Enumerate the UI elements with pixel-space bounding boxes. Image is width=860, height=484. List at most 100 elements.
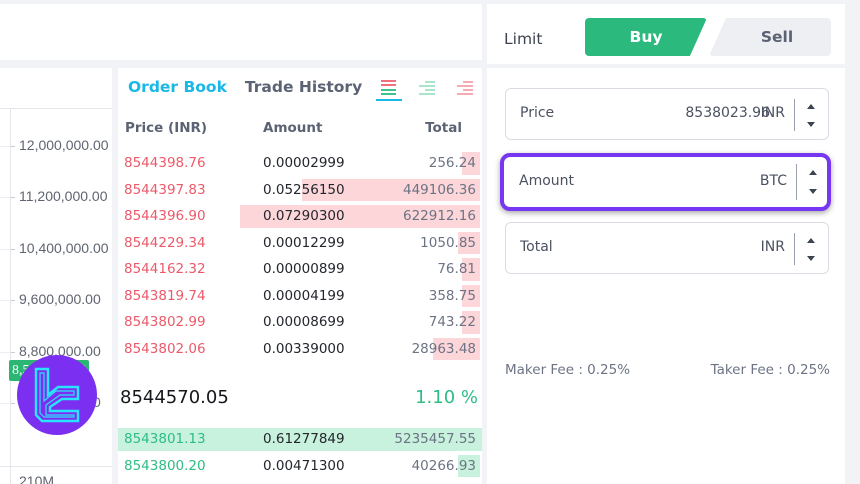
- brand-logo-icon: [34, 367, 80, 423]
- bids-only-view-icon[interactable]: [414, 76, 440, 98]
- order-book-spread: 8544570.05 1.10 %: [118, 373, 482, 423]
- bid-amount: 0.00471300: [263, 457, 345, 474]
- order-side-selector: Limit Buy Sell: [487, 4, 845, 64]
- ask-total: 358.75: [428, 287, 476, 304]
- ask-amount: 0.00004199: [263, 287, 345, 304]
- ask-total: 76.81: [437, 261, 476, 277]
- y-tick-mark: [11, 249, 15, 250]
- ask-row[interactable]: 8544162.32 0.00000899 76.81: [118, 256, 482, 283]
- ask-amount: 0.07290300: [263, 208, 345, 224]
- depth-bar: [301, 178, 480, 201]
- ask-price: 8544397.83: [124, 181, 206, 198]
- depth-bar: [118, 428, 482, 451]
- ask-price: 8544396.90: [124, 208, 206, 224]
- tab-order-book[interactable]: Order Book: [128, 78, 227, 96]
- top-header: [0, 4, 482, 60]
- ask-row[interactable]: 8544398.76 0.00002999 256.24: [118, 150, 482, 177]
- ask-row[interactable]: 8543802.06 0.00339000 28963.48: [118, 336, 482, 363]
- y-tick-mark: [11, 146, 15, 147]
- ask-amount: 0.00012299: [263, 234, 345, 251]
- decrement-arrow-icon[interactable]: [804, 117, 818, 131]
- total-field[interactable]: Total INR: [505, 222, 829, 274]
- ask-row[interactable]: 8544229.34 0.00012299 1050.85: [118, 230, 482, 257]
- buy-button[interactable]: Buy: [585, 18, 707, 56]
- ask-row[interactable]: 8544397.83 0.05256150 449106.36: [118, 177, 482, 204]
- order-book-tabs: Order Book Trade History: [128, 78, 362, 100]
- depth-bar: [461, 258, 480, 281]
- volume-axis-divider: [0, 466, 112, 467]
- depth-bar: [432, 337, 480, 360]
- ask-amount: 0.05256150: [263, 181, 345, 198]
- column-total: Total: [425, 120, 462, 136]
- depth-bar: [461, 311, 480, 334]
- bid-amount: 0.61277849: [263, 431, 345, 447]
- increment-arrow-icon[interactable]: [806, 165, 820, 179]
- column-price: Price (INR): [125, 120, 208, 136]
- grid-line: [0, 300, 10, 301]
- depth-bar: [239, 205, 480, 228]
- ask-total: 743.22: [428, 314, 476, 330]
- ask-total: 256.24: [428, 155, 476, 171]
- y-tick-label: 9,600,000.00: [19, 291, 101, 307]
- volume-axis-label: 210M: [19, 473, 55, 484]
- column-amount: Amount: [263, 120, 323, 136]
- maker-fee: Maker Fee : 0.25%: [505, 362, 631, 378]
- both-sides-view-icon[interactable]: [376, 76, 402, 101]
- grid-line: [0, 403, 10, 404]
- price-field-value[interactable]: 8538023.96: [685, 105, 770, 121]
- ask-row[interactable]: 8543802.99 0.00008699 743.22: [118, 309, 482, 336]
- ask-price: 8544398.76: [124, 155, 206, 171]
- bid-row[interactable]: 8543801.13 0.61277849 5235457.55: [118, 426, 482, 453]
- y-tick-label: 11,200,000.00: [19, 188, 108, 204]
- ask-row[interactable]: 8544396.90 0.07290300 622912.16: [118, 203, 482, 230]
- right-edge-strip: [845, 0, 860, 484]
- ask-total: 622912.16: [402, 208, 476, 224]
- taker-fee: Taker Fee : 0.25%: [710, 362, 830, 378]
- order-book-view-toggles: [376, 76, 478, 101]
- order-book-panel: Order Book Trade History: [118, 68, 482, 484]
- ask-total: 28963.48: [411, 340, 476, 357]
- bid-total: 40266.93: [411, 457, 476, 474]
- y-tick-mark: [11, 403, 15, 404]
- depth-bar: [461, 152, 480, 175]
- increment-arrow-icon[interactable]: [804, 233, 818, 247]
- ask-amount: 0.00002999: [263, 155, 345, 171]
- ask-amount: 0.00000899: [263, 261, 345, 277]
- asks-only-view-icon[interactable]: [452, 76, 478, 98]
- increment-arrow-icon[interactable]: [804, 99, 818, 113]
- grid-line: [0, 352, 10, 353]
- amount-field-label: Amount: [519, 173, 575, 189]
- bid-total: 5235457.55: [394, 431, 476, 447]
- bid-price: 8543800.20: [124, 457, 206, 474]
- depth-bar: [461, 284, 480, 307]
- price-field-label: Price: [520, 105, 555, 121]
- depth-bar: [458, 454, 480, 477]
- sell-button[interactable]: Sell: [709, 18, 831, 56]
- order-form: Price 8538023.96 INR Amount BTC Total IN…: [487, 68, 845, 484]
- price-field[interactable]: Price 8538023.96 INR: [505, 88, 829, 140]
- ask-price: 8543819.74: [124, 287, 206, 304]
- amount-field[interactable]: Amount BTC: [500, 153, 831, 211]
- stepper-divider: [794, 99, 795, 131]
- grid-line: [0, 146, 10, 147]
- bid-price: 8543801.13: [124, 431, 206, 447]
- stepper-divider: [796, 164, 797, 200]
- amount-field-unit: BTC: [759, 173, 787, 189]
- ask-price: 8544162.32: [124, 261, 206, 277]
- decrement-arrow-icon[interactable]: [806, 184, 820, 198]
- ask-price: 8543802.06: [124, 340, 206, 357]
- ask-row[interactable]: 8543819.74 0.00004199 358.75: [118, 283, 482, 310]
- bid-row[interactable]: 8543800.20 0.00471300 40266.93: [118, 453, 482, 480]
- y-tick-mark: [11, 197, 15, 198]
- price-field-unit: INR: [760, 105, 785, 121]
- order-type-limit[interactable]: Limit: [504, 30, 543, 48]
- price-change-percent: 1.10 %: [415, 387, 478, 408]
- tab-trade-history[interactable]: Trade History: [244, 78, 363, 96]
- asks-list: 8544398.76 0.00002999 256.24 8544397.83 …: [118, 150, 482, 362]
- ask-price: 8544229.34: [124, 234, 206, 251]
- decrement-arrow-icon[interactable]: [804, 251, 818, 265]
- ask-price: 8543802.99: [124, 314, 206, 330]
- depth-bar: [458, 231, 480, 254]
- y-tick-label: 12,000,000.00: [19, 137, 109, 153]
